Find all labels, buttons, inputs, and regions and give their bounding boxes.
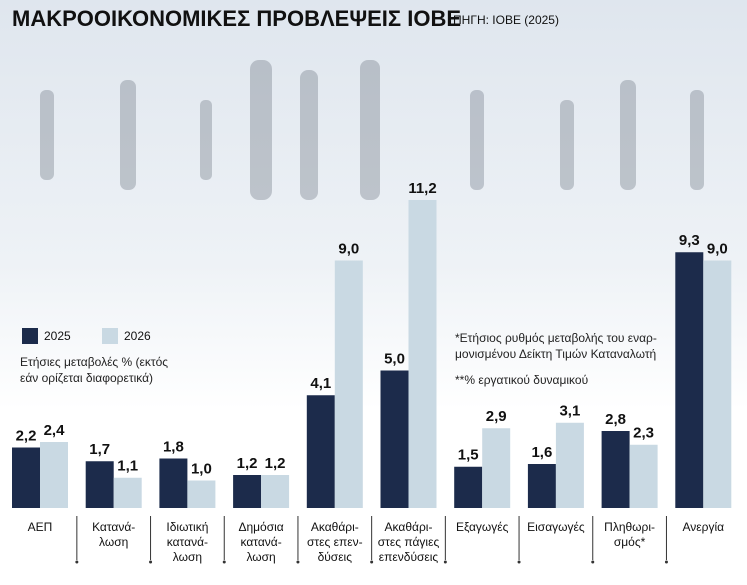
annotation: **% εργατικού δυναμικού	[455, 373, 589, 387]
value-label: 1,6	[531, 444, 552, 461]
x-tick-label: Ανεργία	[682, 520, 725, 534]
value-label: 11,2	[408, 180, 436, 197]
value-label: 2,2	[16, 427, 37, 444]
value-label: 2,4	[44, 422, 66, 439]
x-tick-label: Εισαγωγές	[527, 520, 585, 534]
separator-dot	[296, 560, 300, 564]
separator-dot	[222, 560, 226, 564]
x-tick-label: Πληθωρι- σμός*	[604, 520, 656, 549]
bar	[703, 260, 732, 508]
value-label: 3,1	[559, 403, 580, 420]
value-label: 5,0	[384, 350, 405, 367]
legend-swatch	[102, 328, 118, 344]
bar	[40, 442, 68, 508]
chart-title: ΜΑΚΡΟΟΙΚΟΝΟΜΙΚΕΣ ΠΡΟΒΛΕΨΕΙΣ ΙΟΒΕ	[12, 6, 461, 31]
bar	[555, 422, 584, 508]
bar	[527, 464, 556, 508]
x-tick-label: Κατανά- λωση	[92, 520, 136, 549]
bar	[306, 395, 335, 508]
bar	[408, 200, 437, 508]
value-label: 1,8	[163, 438, 184, 455]
bar	[675, 252, 704, 508]
x-tick-label: Ακαθάρι- στες πάγιες επενδύσεις	[377, 520, 440, 564]
bar	[334, 260, 363, 508]
x-tick-label: Δημόσια κατανά- λωση	[238, 520, 284, 564]
value-label: 1,5	[458, 447, 479, 464]
separator-dot	[443, 560, 447, 564]
legend-label: 2025	[44, 329, 71, 343]
value-label: 9,0	[338, 240, 359, 257]
bar	[233, 475, 262, 508]
x-tick-label: Ακαθάρι- στες επεν- δύσεις	[307, 520, 363, 564]
value-label: 4,1	[310, 375, 331, 392]
bar	[380, 370, 409, 508]
x-tick-label: Ιδιωτική κατανά- λωση	[166, 520, 209, 564]
separator-dot	[75, 560, 79, 564]
subtitle: Ετήσιες μεταβολές % (εκτός εάν ορίζεται …	[20, 355, 169, 385]
value-label: 9,0	[707, 240, 728, 257]
value-label: 1,1	[117, 458, 138, 475]
bar	[629, 444, 658, 508]
bar	[187, 480, 216, 508]
source: ΠΗΓΗ: ΙΟΒΕ (2025)	[453, 13, 559, 27]
bar	[601, 431, 630, 508]
x-tick-label: Εξαγωγές	[455, 520, 509, 534]
bar	[113, 477, 142, 508]
bar	[85, 461, 114, 508]
bar	[454, 466, 483, 508]
separator-dot	[370, 560, 374, 564]
value-label: 1,2	[265, 455, 286, 472]
legend-swatch	[22, 328, 38, 344]
value-label: 2,3	[633, 425, 654, 442]
separator-dot	[591, 560, 595, 564]
bar	[159, 458, 188, 508]
value-label: 9,3	[679, 232, 700, 249]
value-label: 2,8	[605, 411, 626, 428]
value-label: 2,9	[486, 408, 507, 425]
value-label: 1,7	[89, 441, 110, 458]
separator-dot	[149, 560, 153, 564]
annotation: *Ετήσιος ρυθμός μεταβολής του εναρ- μονι…	[455, 331, 657, 361]
legend-label: 2026	[124, 329, 151, 343]
bar	[482, 428, 511, 508]
value-label: 1,2	[237, 455, 258, 472]
x-tick-label: ΑΕΠ	[27, 520, 53, 534]
bar	[261, 475, 290, 508]
bar	[12, 447, 40, 508]
separator-dot	[664, 560, 668, 564]
value-label: 1,0	[191, 460, 212, 477]
separator-dot	[517, 560, 521, 564]
